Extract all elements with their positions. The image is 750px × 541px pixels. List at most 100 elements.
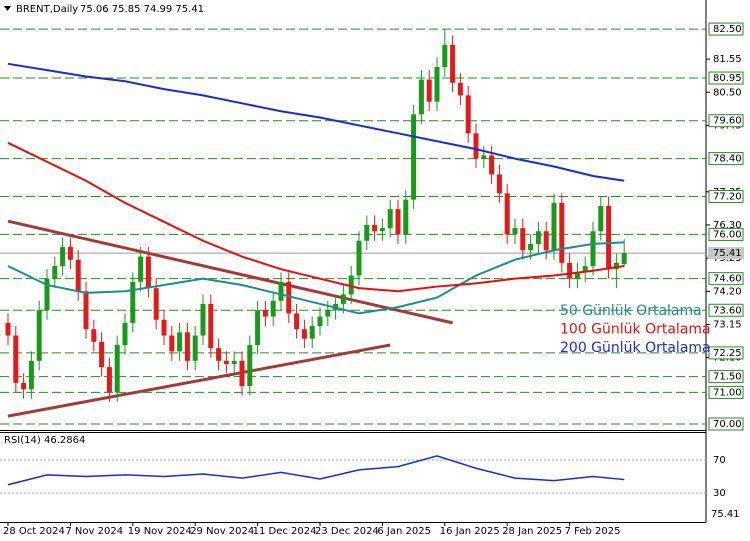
candle-body bbox=[489, 155, 495, 175]
level-label: 72.25 bbox=[713, 348, 742, 359]
level-label: 73.60 bbox=[713, 305, 742, 316]
candle-body bbox=[216, 348, 222, 361]
candle-body bbox=[372, 224, 378, 232]
level-label: 70.00 bbox=[713, 419, 742, 430]
level-label-box bbox=[708, 417, 744, 431]
candle-body bbox=[169, 335, 175, 352]
candle-body bbox=[255, 310, 261, 346]
candle-body bbox=[411, 114, 417, 200]
candle-body bbox=[559, 202, 565, 263]
candle-body bbox=[67, 247, 73, 260]
candle-body bbox=[262, 310, 268, 317]
candle-body bbox=[496, 174, 502, 194]
candle-body bbox=[192, 335, 198, 361]
x-tick-label: 6 Jan 2025 bbox=[377, 526, 431, 537]
x-tick-label: 16 Jan 2025 bbox=[440, 526, 500, 537]
level-label: 80.95 bbox=[713, 73, 742, 84]
candle-body bbox=[184, 332, 190, 361]
level-label: 74.60 bbox=[713, 274, 742, 285]
candle-body bbox=[122, 322, 128, 346]
candle-body bbox=[294, 313, 300, 330]
candle-body bbox=[356, 240, 362, 276]
candle-body bbox=[543, 231, 549, 251]
level-label-box bbox=[708, 152, 744, 166]
candle-body bbox=[574, 272, 580, 279]
level-label: 76.00 bbox=[713, 229, 742, 240]
candle-body bbox=[138, 256, 144, 282]
level-label-box bbox=[708, 22, 744, 36]
candle-body bbox=[247, 345, 253, 387]
candle-body bbox=[512, 228, 518, 235]
ohlc-header: 75.06 75.85 74.99 75.41 bbox=[80, 4, 204, 15]
candle-body bbox=[317, 316, 323, 327]
candle-body bbox=[567, 262, 573, 279]
y-tick-label: 80.50 bbox=[713, 87, 742, 98]
candle-body bbox=[442, 44, 448, 67]
candle-body bbox=[91, 329, 97, 342]
candle-body bbox=[387, 209, 393, 229]
x-tick-label: 28 Jan 2025 bbox=[502, 526, 562, 537]
trendline bbox=[7, 343, 391, 418]
candle-body bbox=[44, 278, 50, 311]
x-tick-label: 7 Feb 2025 bbox=[565, 526, 621, 537]
current-price-label: 75.41 bbox=[713, 248, 742, 259]
candle-body bbox=[286, 281, 292, 314]
moving-average-line bbox=[7, 62, 625, 182]
candle-body bbox=[161, 319, 167, 336]
candle-body bbox=[301, 329, 307, 339]
candle-body bbox=[606, 205, 612, 270]
menu-triangle bbox=[4, 6, 11, 11]
rsi-tick-label: 70 bbox=[713, 455, 726, 466]
candle-body bbox=[590, 231, 596, 267]
candle-body bbox=[75, 259, 81, 292]
x-tick-label: 29 Nov 2024 bbox=[190, 526, 254, 537]
candle-body bbox=[153, 288, 159, 320]
level-label: 82.50 bbox=[713, 24, 742, 35]
candle-body bbox=[613, 262, 619, 270]
level-label-box bbox=[708, 303, 744, 317]
candle-body bbox=[426, 79, 432, 102]
candle-body bbox=[21, 382, 27, 390]
level-label-box bbox=[708, 71, 744, 85]
candle-body bbox=[621, 253, 627, 265]
candle-body bbox=[200, 303, 206, 336]
level-label: 71.50 bbox=[713, 372, 742, 383]
level-label-box bbox=[708, 114, 744, 128]
candle-body bbox=[60, 247, 66, 267]
y-tick-label: 73.15 bbox=[713, 319, 742, 330]
candle-body bbox=[28, 360, 34, 390]
candle-body bbox=[270, 300, 276, 317]
candle-body bbox=[325, 310, 331, 317]
candle-body bbox=[348, 275, 354, 295]
level-label: 71.00 bbox=[713, 387, 742, 398]
rsi-corner-label: 75.41 bbox=[711, 509, 740, 520]
candle-body bbox=[379, 228, 385, 232]
candle-body bbox=[551, 202, 557, 251]
candle-body bbox=[582, 266, 588, 273]
moving-average-line bbox=[7, 241, 625, 315]
level-label-box bbox=[708, 346, 744, 360]
legend-label: 50 Günlük Ortalama bbox=[560, 303, 702, 319]
candle-body bbox=[535, 231, 541, 244]
candle-body bbox=[473, 133, 479, 159]
candle-body bbox=[528, 243, 534, 251]
candle-body bbox=[106, 367, 112, 393]
level-label-box bbox=[708, 227, 744, 241]
level-label-box bbox=[708, 272, 744, 286]
candle-body bbox=[223, 360, 229, 364]
level-label-box bbox=[708, 370, 744, 384]
candle-body bbox=[364, 224, 370, 241]
candle-body bbox=[145, 256, 151, 289]
candle-body bbox=[403, 199, 409, 235]
rsi-title: RSI(14) 46.2864 bbox=[4, 435, 85, 446]
moving-average-line bbox=[7, 141, 625, 293]
candle-body bbox=[434, 66, 440, 102]
x-tick-label: 11 Dec 2024 bbox=[253, 526, 317, 537]
candle-body bbox=[52, 266, 58, 279]
chart-title: BRENT,Daily bbox=[16, 4, 78, 15]
candle-body bbox=[450, 44, 456, 83]
candle-body bbox=[239, 360, 245, 387]
candle-body bbox=[130, 281, 136, 323]
